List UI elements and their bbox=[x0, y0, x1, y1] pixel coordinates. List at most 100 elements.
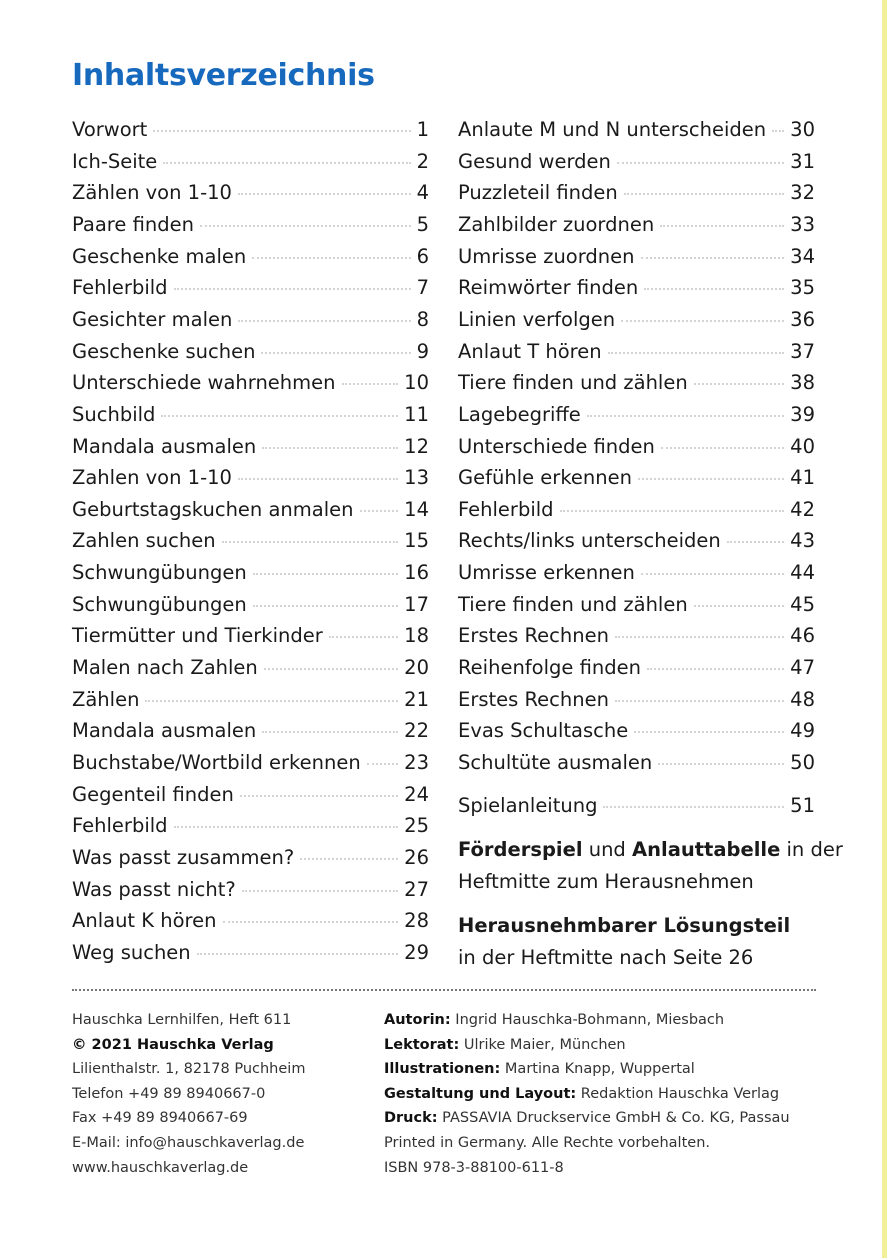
toc-label: Puzzleteil finden bbox=[458, 181, 618, 205]
toc-label: Geschenke suchen bbox=[72, 339, 256, 363]
toc-row: Unterschiede finden 40 bbox=[458, 433, 815, 461]
leader bbox=[262, 446, 399, 449]
toc-page: 11 bbox=[404, 402, 429, 426]
toc-label: Zahlbilder zuordnen bbox=[458, 212, 655, 236]
toc-page: 13 bbox=[404, 466, 429, 490]
leader bbox=[222, 921, 399, 924]
imprint-text: Martina Knapp, Wuppertal bbox=[504, 1061, 695, 1078]
toc-row: Anlaut K hören 28 bbox=[72, 907, 429, 935]
note-line: Förderspiel und Anlauttabelle in der bbox=[458, 834, 843, 866]
toc-row: Schwungübungen 17 bbox=[72, 591, 429, 619]
toc-page: 12 bbox=[404, 434, 429, 458]
toc-label: Umrisse erkennen bbox=[458, 561, 635, 585]
toc-row: Suchbild 11 bbox=[72, 401, 429, 429]
toc-page: 7 bbox=[416, 276, 429, 300]
text: in der bbox=[786, 838, 843, 861]
toc-row: Vorwort 1 bbox=[72, 116, 429, 144]
toc-label: Schultüte ausmalen bbox=[458, 751, 653, 774]
toc-label: Geburtstagskuchen anmalen bbox=[72, 497, 354, 521]
toc-page: 9 bbox=[416, 339, 429, 363]
toc-row: Zahlen suchen 15 bbox=[72, 527, 429, 555]
toc-page: 22 bbox=[404, 719, 429, 743]
toc-label: Was passt nicht? bbox=[72, 877, 236, 901]
toc-label: Fehlerbild bbox=[72, 276, 168, 300]
imprint-label: Lektorat: bbox=[384, 1036, 460, 1053]
imprint-label: Illustrationen: bbox=[384, 1061, 501, 1078]
toc-page: 25 bbox=[404, 814, 429, 838]
toc-page: 41 bbox=[790, 466, 815, 490]
toc-label: Zählen von 1-10 bbox=[72, 181, 232, 205]
toc-row: Zählen von 1-10 4 bbox=[72, 179, 429, 207]
toc-row: Weg suchen 29 bbox=[72, 939, 429, 967]
imprint-line: Lilienthalstr. 1, 82178 Puchheim bbox=[72, 1061, 306, 1078]
leader bbox=[607, 351, 785, 354]
toc-row: Anlaut T hören 37 bbox=[458, 338, 815, 366]
toc-label: Geschenke malen bbox=[72, 244, 247, 268]
imprint-line: Autorin: Ingrid Hauschka-Bohmann, Miesba… bbox=[384, 1008, 790, 1033]
toc-row: Was passt zusammen? 26 bbox=[72, 844, 429, 872]
toc-page: 1 bbox=[416, 118, 429, 141]
leader bbox=[586, 414, 785, 417]
leader bbox=[241, 889, 399, 892]
toc-row: Geschenke malen 6 bbox=[72, 243, 429, 271]
toc-row: Tiere finden und zählen 45 bbox=[458, 591, 815, 619]
toc-page: 21 bbox=[404, 687, 429, 711]
toc-row: Gefühle erkennen 41 bbox=[458, 464, 815, 492]
toc-row: Tiere finden und zählen 38 bbox=[458, 369, 815, 397]
toc-row: Schultüte ausmalen 50 bbox=[458, 749, 815, 777]
leader bbox=[634, 731, 785, 734]
leader bbox=[252, 604, 399, 607]
leader bbox=[238, 319, 411, 322]
imprint-line: © 2021 Hauschka Verlag bbox=[72, 1036, 274, 1053]
toc-label: Was passt zusammen? bbox=[72, 845, 295, 869]
toc-page: 40 bbox=[790, 434, 815, 458]
leader bbox=[328, 636, 399, 639]
toc-page: 2 bbox=[416, 149, 429, 173]
toc-label: Ich-Seite bbox=[72, 149, 158, 173]
imprint-text: ISBN 978-3-88100-611-8 bbox=[384, 1159, 564, 1176]
toc-label: Tiere finden und zählen bbox=[458, 371, 688, 395]
toc-row: Malen nach Zahlen 20 bbox=[72, 654, 429, 682]
toc-row: Unterschiede wahrnehmen 10 bbox=[72, 369, 429, 397]
leader bbox=[153, 130, 411, 132]
toc-page: 29 bbox=[404, 940, 429, 964]
toc-row: Reimwörter finden 35 bbox=[458, 274, 815, 302]
toc-label: Malen nach Zahlen bbox=[72, 656, 258, 680]
toc-page: 38 bbox=[790, 371, 815, 395]
toc-label: Mandala ausmalen bbox=[72, 434, 257, 458]
toc-row: Fehlerbild 42 bbox=[458, 496, 815, 524]
toc-label: Lagebegriffe bbox=[458, 402, 581, 426]
leader bbox=[646, 668, 785, 671]
imprint-label: Druck: bbox=[384, 1110, 438, 1127]
toc-page: 44 bbox=[790, 561, 815, 585]
toc-label: Zahlen suchen bbox=[72, 529, 216, 553]
imprint-line: Printed in Germany. Alle Rechte vorbehal… bbox=[384, 1131, 790, 1156]
toc-label: Vorwort bbox=[72, 118, 148, 141]
leader bbox=[658, 763, 785, 765]
toc-row: Linien verfolgen 36 bbox=[458, 306, 815, 334]
toc-page: 16 bbox=[404, 561, 429, 585]
leader bbox=[359, 509, 399, 512]
separator bbox=[72, 989, 816, 991]
leader bbox=[660, 224, 785, 227]
toc-page: 24 bbox=[404, 782, 429, 806]
imprint-label: Autorin: bbox=[384, 1012, 451, 1028]
toc-row: Zahlbilder zuordnen 33 bbox=[458, 211, 815, 239]
toc-page: 45 bbox=[790, 592, 815, 616]
leader bbox=[603, 806, 785, 808]
toc-row: Mandala ausmalen 12 bbox=[72, 433, 429, 461]
leader bbox=[341, 383, 399, 386]
note: Herausnehmbarer Lösungsteil in der Heftm… bbox=[458, 910, 790, 974]
toc-row: Buchstabe/Wortbild erkennen 23 bbox=[72, 749, 429, 777]
leader bbox=[772, 130, 785, 132]
toc-row: Geschenke suchen 9 bbox=[72, 338, 429, 366]
leader bbox=[199, 224, 411, 227]
toc-page: 27 bbox=[404, 877, 429, 901]
note-line: in der Heftmitte nach Seite 26 bbox=[458, 946, 754, 969]
toc-label: Reimwörter finden bbox=[458, 276, 639, 300]
toc-label: Anlaut T hören bbox=[458, 339, 602, 363]
toc-label: Fehlerbild bbox=[72, 814, 168, 838]
leader bbox=[726, 541, 785, 544]
toc-row: Rechts/links unterscheiden 43 bbox=[458, 527, 815, 555]
toc-label: Linien verfolgen bbox=[458, 307, 616, 331]
